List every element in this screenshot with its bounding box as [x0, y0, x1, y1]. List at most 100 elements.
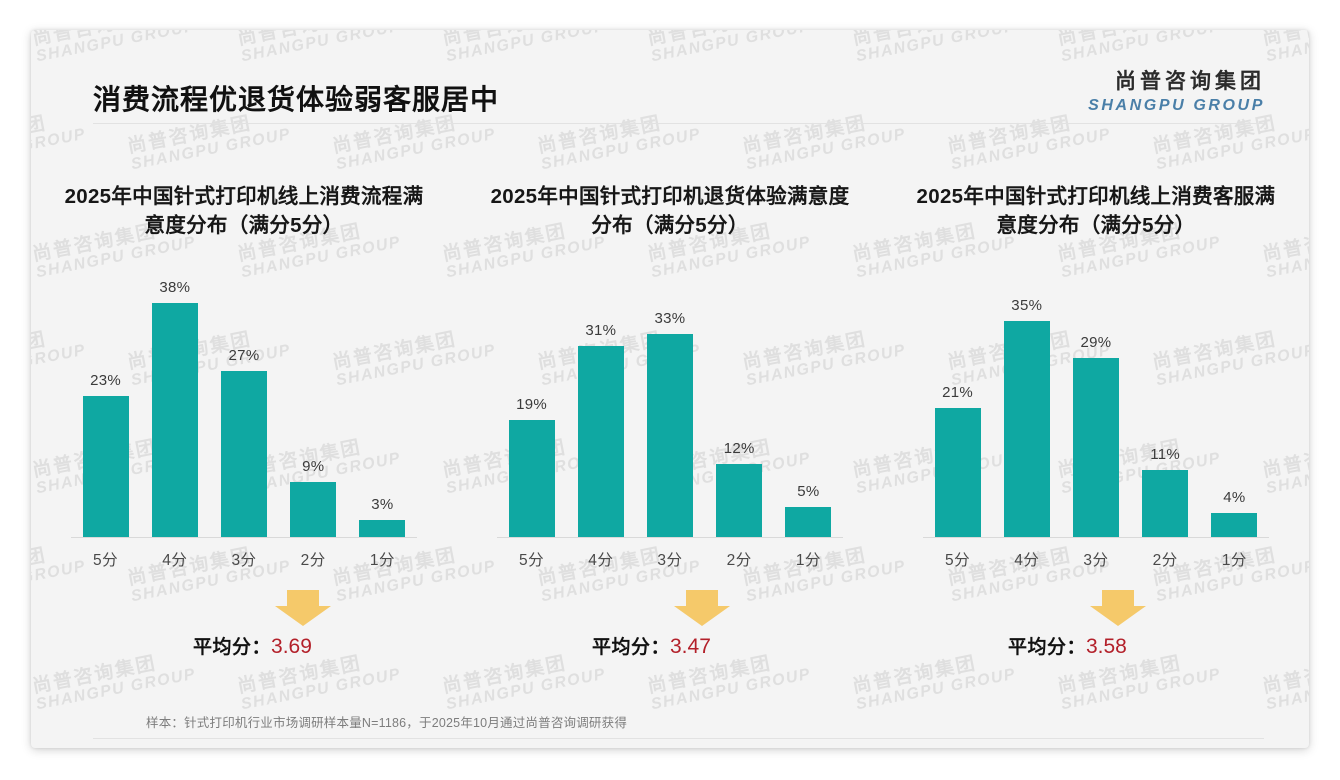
- bar-item: 4%: [1200, 270, 1269, 539]
- chart-panel-consumption-process: 2025年中国针式打印机线上消费流程满意度分布（满分5分） 23% 38% 27…: [31, 148, 457, 688]
- average-score-block: 平均分：3.47: [467, 588, 873, 688]
- bar-chart: 19% 31% 33% 12%: [496, 268, 843, 569]
- bar-rect: [359, 519, 406, 539]
- average-score-value: 3.47: [670, 635, 711, 659]
- footer-divider: [93, 738, 1264, 739]
- bars-container: 23% 38% 27% 9%: [71, 270, 417, 539]
- sample-footnote: 样本：针式打印机行业市场调研样本量N=1186，于2025年10月通过尚普咨询调…: [146, 716, 628, 730]
- bar-item: 23%: [71, 270, 140, 539]
- bar-rect: [716, 463, 763, 539]
- chart-title: 2025年中国针式打印机线上消费流程满意度分布（满分5分）: [64, 185, 424, 238]
- average-score-label: 平均分：: [591, 637, 670, 659]
- bar-rect: [290, 482, 337, 539]
- down-arrow-icon: [672, 588, 732, 628]
- bars-container: 19% 31% 33% 12%: [497, 270, 843, 539]
- x-tick-label: 4分: [588, 552, 614, 570]
- x-axis-line: [922, 537, 1269, 539]
- slide-header: 消费流程优退货体验弱客服居中 尚普咨询集团 SHANGPU GROUP: [31, 30, 1309, 124]
- bar-value-label: 31%: [585, 322, 617, 340]
- bar-value-label: 19%: [516, 396, 548, 414]
- bar-rect: [1211, 513, 1258, 539]
- bar-chart: 23% 38% 27% 9%: [71, 268, 417, 569]
- logo-chinese-text: 尚普咨询集团: [1115, 70, 1265, 93]
- bar-rect: [221, 370, 267, 539]
- bar-rect: [934, 408, 981, 539]
- bar-value-label: 27%: [228, 346, 260, 364]
- bar-item: 12%: [705, 270, 774, 539]
- bar-value-label: 35%: [1011, 297, 1043, 315]
- brand-logo: 尚普咨询集团 SHANGPU GROUP: [1088, 70, 1265, 115]
- bar-value-label: 3%: [371, 495, 394, 513]
- average-score-value: 3.69: [271, 635, 312, 659]
- bar-item: 11%: [1131, 270, 1200, 539]
- x-tick-label: 4分: [162, 552, 188, 570]
- average-score-block: 平均分：3.69: [41, 588, 447, 688]
- x-tick-label: 5分: [93, 552, 119, 570]
- x-axis-line: [496, 537, 843, 539]
- bar-chart: 21% 35% 29% 11%: [922, 268, 1269, 569]
- bar-item: 38%: [140, 270, 209, 539]
- bar-value-label: 23%: [90, 371, 122, 389]
- average-score-label: 平均分：: [1007, 637, 1086, 659]
- slide-footer: ©2025.12 SHANGPU GROUP www.shangpu-china…: [31, 738, 1309, 748]
- charts-row: 2025年中国针式打印机线上消费流程满意度分布（满分5分） 23% 38% 27…: [31, 148, 1309, 688]
- x-tick-label: 1分: [369, 552, 395, 570]
- x-axis-line: [71, 537, 417, 539]
- x-tick-label: 3分: [231, 552, 257, 570]
- bar-item: 31%: [566, 270, 635, 539]
- bar-item: 19%: [497, 270, 566, 539]
- bar-item: 3%: [348, 270, 417, 539]
- bar-value-label: 33%: [654, 309, 686, 327]
- bar-rect: [82, 395, 129, 539]
- bar-item: 5%: [774, 270, 843, 539]
- bar-item: 29%: [1061, 270, 1130, 539]
- bar-rect: [508, 420, 555, 539]
- bar-rect: [1142, 470, 1189, 539]
- bar-value-label: 9%: [302, 458, 325, 476]
- x-tick-label: 2分: [300, 552, 326, 570]
- x-tick-label: 1分: [795, 552, 821, 570]
- chart-title: 2025年中国针式打印机退货体验满意度分布（满分5分）: [490, 185, 850, 238]
- bar-item: 35%: [992, 270, 1061, 539]
- average-score-text: 平均分：3.47: [592, 632, 711, 659]
- x-tick-label: 2分: [726, 552, 752, 570]
- x-tick-label: 3分: [657, 552, 683, 570]
- bar-rect: [646, 333, 693, 539]
- down-arrow-icon: [273, 588, 333, 628]
- average-score-value: 3.58: [1085, 635, 1127, 659]
- bar-rect: [1003, 321, 1050, 539]
- x-axis-labels: 5分 4分 3分 2分 1分: [923, 548, 1269, 570]
- bar-item: 33%: [635, 270, 704, 539]
- x-tick-label: 5分: [519, 552, 545, 570]
- chart-panel-return-experience: 2025年中国针式打印机退货体验满意度分布（满分5分） 19% 31% 33%: [457, 148, 883, 688]
- bar-item: 21%: [923, 270, 992, 539]
- logo-english-text: SHANGPU GROUP: [1088, 97, 1265, 115]
- bar-value-label: 38%: [159, 278, 191, 296]
- bar-value-label: 12%: [723, 439, 755, 457]
- chart-panel-customer-service: 2025年中国针式打印机线上消费客服满意度分布（满分5分） 21% 35% 29…: [883, 148, 1309, 688]
- x-axis-labels: 5分 4分 3分 2分 1分: [71, 548, 417, 570]
- bar-rect: [577, 346, 624, 539]
- chart-title: 2025年中国针式打印机线上消费客服满意度分布（满分5分）: [916, 185, 1276, 238]
- bar-rect: [1072, 358, 1119, 539]
- down-arrow-icon: [1088, 588, 1148, 628]
- x-tick-label: 3分: [1083, 552, 1109, 570]
- bar-value-label: 5%: [797, 483, 820, 501]
- bar-value-label: 4%: [1223, 489, 1246, 507]
- bar-rect: [151, 302, 198, 539]
- average-score-block: 平均分：3.58: [893, 588, 1299, 688]
- x-axis-labels: 5分 4分 3分 2分 1分: [497, 548, 843, 570]
- header-divider: [93, 123, 1264, 124]
- bar-rect: [785, 507, 832, 539]
- average-score-label: 平均分：: [193, 637, 272, 659]
- bar-value-label: 21%: [942, 384, 974, 402]
- page-title: 消费流程优退货体验弱客服居中: [93, 84, 500, 115]
- x-tick-label: 1分: [1221, 552, 1247, 570]
- bar-value-label: 11%: [1150, 446, 1181, 464]
- average-score-text: 平均分：3.58: [1008, 632, 1127, 659]
- bar-item: 27%: [209, 270, 278, 539]
- x-tick-label: 4分: [1014, 552, 1040, 570]
- bars-container: 21% 35% 29% 11%: [923, 270, 1269, 539]
- average-score-text: 平均分：3.69: [193, 632, 312, 659]
